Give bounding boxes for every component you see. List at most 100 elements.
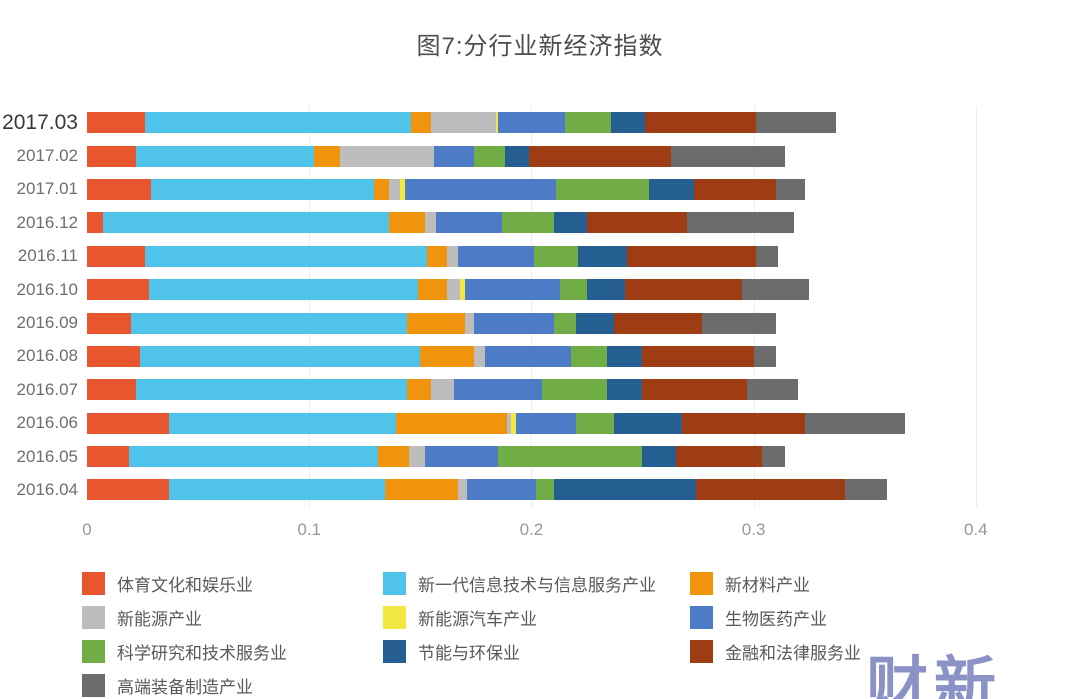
grid-line (753, 106, 755, 507)
bar-segment (446, 279, 461, 301)
bar-segment (87, 145, 136, 167)
legend-item: 新材料产业 (690, 572, 861, 595)
legend-swatch (383, 572, 406, 595)
y-axis-label: 2016.08 (16, 346, 78, 366)
legend-swatch (383, 640, 406, 663)
legend-label: 金融和法律服务业 (725, 644, 861, 663)
legend-item: 新能源汽车产业 (383, 606, 690, 629)
x-tick-label: 0.1 (297, 520, 322, 539)
bar-segment (102, 212, 390, 234)
bar-segment (433, 145, 474, 167)
y-axis-label: 2016.04 (16, 479, 78, 499)
y-axis-label: 2016.11 (17, 246, 78, 266)
bar-segment (702, 312, 776, 334)
bar-segment (464, 279, 561, 301)
bar-segment (87, 245, 145, 267)
bar-segment (453, 379, 543, 401)
bar-segment (553, 479, 696, 501)
legend-swatch (690, 640, 713, 663)
y-axis-label: 2017.03 (2, 110, 78, 134)
bar-segment (742, 279, 810, 301)
bar-segment (87, 312, 132, 334)
legend-label: 新材料产业 (725, 576, 810, 595)
bar-segment (564, 112, 612, 134)
bar-segment (553, 312, 576, 334)
legend-swatch (82, 640, 105, 663)
chart-title: 图7:分行业新经济指数 (416, 33, 664, 60)
y-axis-label: 2016.07 (16, 379, 78, 399)
x-tick-label: 0.4 (963, 520, 988, 539)
bar-segment (87, 379, 136, 401)
bar-segment (560, 279, 587, 301)
legend-label: 高端装备制造产业 (117, 678, 253, 697)
bar-segment (626, 245, 756, 267)
bar-segment (135, 379, 407, 401)
legend-label: 生物医药产业 (725, 610, 827, 629)
bar-segment (484, 345, 572, 367)
bar-segment (693, 178, 776, 200)
bar-track (87, 479, 887, 501)
bar-segment (87, 178, 152, 200)
legend-item: 生物医药产业 (690, 606, 861, 629)
bar-segment (169, 412, 396, 434)
bar-segment (420, 345, 474, 367)
legend-label: 新能源汽车产业 (418, 610, 537, 629)
bar-row: 2016.12 (0, 206, 1080, 239)
bar-segment (644, 112, 756, 134)
bar-segment (762, 446, 785, 468)
bar-row: 2017.03 (0, 106, 1080, 139)
legend-swatch (690, 572, 713, 595)
bar-track (87, 379, 798, 401)
bar-segment (426, 245, 447, 267)
legend-item: 节能与环保业 (383, 640, 690, 663)
bar-segment (844, 479, 887, 501)
bar-segment (129, 446, 379, 468)
legend-label: 科学研究和技术服务业 (117, 644, 287, 663)
legend-item: 体育文化和娱乐业 (82, 572, 383, 595)
bar-segment (373, 178, 390, 200)
bar-segment (535, 479, 554, 501)
bar-segment (87, 446, 130, 468)
legend-swatch (82, 606, 105, 629)
bar-segment (151, 178, 374, 200)
bar-segment (775, 178, 805, 200)
bar-segment (578, 245, 627, 267)
bar-track (87, 345, 776, 367)
legend-item: 高端装备制造产业 (82, 674, 383, 697)
bar-segment (575, 412, 614, 434)
bar-segment (755, 245, 778, 267)
bar-segment (435, 212, 503, 234)
bar-segment (473, 145, 505, 167)
bar-segment (613, 312, 703, 334)
bar-row: 2017.01 (0, 173, 1080, 206)
bar-track (87, 245, 778, 267)
bar-segment (87, 212, 103, 234)
bar-row: 2016.08 (0, 340, 1080, 373)
bar-track (87, 112, 836, 134)
bar-segment (406, 312, 465, 334)
bar-segment (424, 446, 499, 468)
x-tick-label: 0.3 (741, 520, 766, 539)
bar-segment (135, 145, 314, 167)
bar-segment (87, 112, 145, 134)
bar-segment (313, 145, 341, 167)
bar-track (87, 212, 794, 234)
bar-segment (87, 412, 170, 434)
y-axis-label: 2017.01 (16, 179, 78, 199)
bar-row: 2016.09 (0, 306, 1080, 339)
legend: 体育文化和娱乐业 新一代信息技术与信息服务产业 新材料产业 新能源产业 新能源汽车产业 生… (82, 572, 861, 697)
bar-segment (682, 412, 805, 434)
bar-segment (642, 345, 754, 367)
bar-track (87, 312, 776, 334)
y-axis-label: 2016.12 (16, 212, 78, 232)
grid-line (531, 106, 533, 507)
bar-segment (409, 446, 425, 468)
bar-segment (411, 112, 432, 134)
bar-segment (87, 345, 141, 367)
bar-segment (804, 412, 905, 434)
bar-segment (406, 379, 432, 401)
legend-item: 新能源产业 (82, 606, 383, 629)
bar-segment (671, 145, 785, 167)
bar-segment (400, 178, 405, 200)
